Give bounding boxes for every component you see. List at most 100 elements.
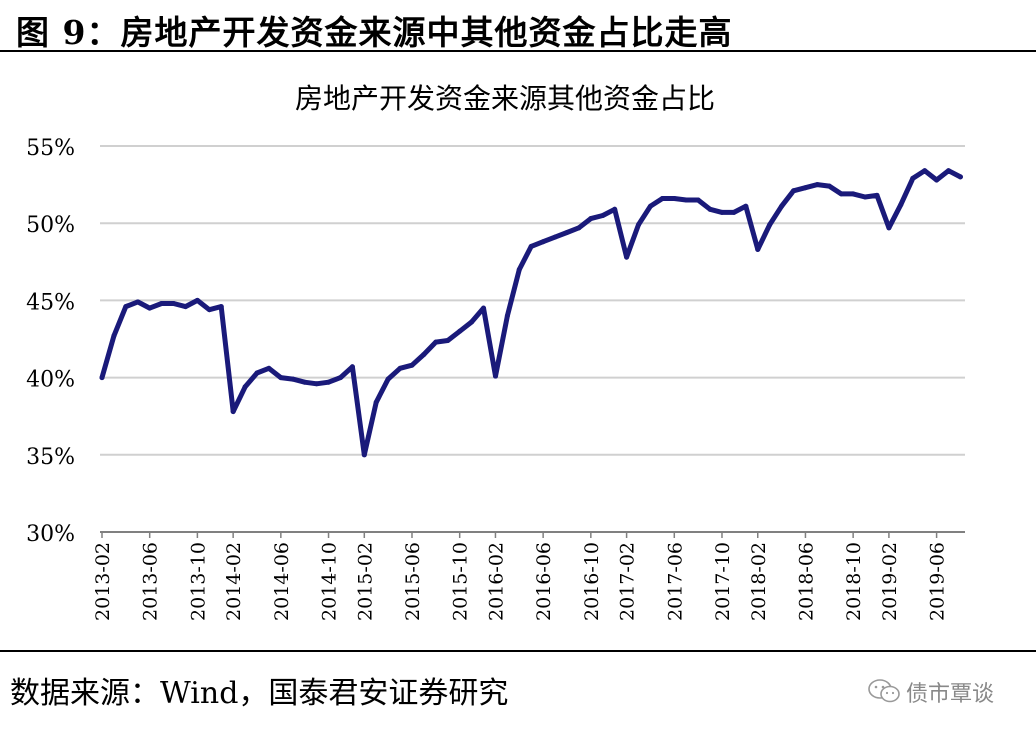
- data-point: [147, 305, 153, 311]
- data-point: [731, 209, 737, 215]
- data-point: [242, 384, 248, 390]
- data-point: [886, 225, 892, 231]
- data-point: [862, 194, 868, 200]
- y-tick-label: 45%: [26, 290, 75, 315]
- watermark: 债市覃谈: [866, 676, 1036, 707]
- y-tick-label: 55%: [26, 136, 75, 161]
- data-point: [898, 202, 904, 208]
- figure-title: 图 9：房地产开发资金来源中其他资金占比走高: [16, 13, 733, 52]
- x-tick-label: 2013-10: [187, 542, 209, 621]
- bottom-rule: [0, 650, 1036, 652]
- data-point: [409, 362, 415, 368]
- data-point: [791, 188, 797, 194]
- data-point: [540, 239, 546, 245]
- data-point: [874, 192, 880, 198]
- chart-title: 房地产开发资金来源其他资金占比: [295, 82, 715, 115]
- data-point: [290, 376, 296, 382]
- data-point: [421, 351, 427, 357]
- chart-container: 房地产开发资金来源其他资金占比 30% 35% 40% 45% 50% 55% 2013-…: [0, 56, 1036, 646]
- x-tick-label: 2016-10: [581, 542, 603, 621]
- data-point: [624, 254, 630, 260]
- x-tick-label: 2018-02: [748, 542, 770, 621]
- data-point: [850, 191, 856, 197]
- data-point: [349, 364, 355, 370]
- data-point: [922, 168, 928, 174]
- data-point: [457, 328, 463, 334]
- data-point: [612, 206, 618, 212]
- data-point: [743, 203, 749, 209]
- data-point: [99, 375, 105, 381]
- data-point: [171, 300, 177, 306]
- data-point: [123, 304, 129, 310]
- grid-lines: [100, 145, 965, 456]
- data-point: [636, 222, 642, 228]
- data-point: [516, 267, 522, 273]
- data-point: [373, 399, 379, 405]
- data-point: [504, 313, 510, 319]
- data-point: [206, 307, 212, 313]
- x-tick-label: 2016-06: [533, 542, 555, 621]
- data-point: [767, 222, 773, 228]
- data-point: [647, 203, 653, 209]
- x-axis-ticks: 2013-02 2013-06 2013-10 2014-02 2014-06 2014-…: [92, 532, 949, 621]
- data-point: [433, 339, 439, 345]
- data-point: [111, 333, 117, 339]
- data-point: [182, 304, 188, 310]
- data-point: [326, 379, 332, 385]
- data-point: [492, 373, 498, 379]
- data-point: [588, 216, 594, 222]
- line-chart: 房地产开发资金来源其他资金占比 30% 35% 40% 45% 50% 55% 2013-…: [26, 82, 965, 621]
- x-tick-label: 2017-10: [712, 542, 734, 621]
- wechat-icon: [868, 679, 900, 703]
- x-tick-label: 2019-02: [879, 542, 901, 621]
- x-tick-label: 2017-02: [617, 542, 639, 621]
- x-tick-label: 2018-10: [843, 542, 865, 621]
- data-point: [302, 379, 308, 385]
- x-tick-label: 2014-02: [223, 542, 245, 621]
- data-point: [194, 297, 200, 303]
- data-point: [802, 185, 808, 191]
- data-point: [779, 203, 785, 209]
- x-tick-label: 2019-06: [927, 542, 949, 621]
- data-point: [230, 409, 236, 415]
- data-point: [576, 225, 582, 231]
- data-point: [552, 234, 558, 240]
- data-point: [254, 370, 260, 376]
- data-point: [361, 452, 367, 458]
- data-point: [481, 305, 487, 311]
- x-tick-label: 2014-10: [319, 542, 341, 621]
- data-point: [957, 174, 963, 180]
- data-point: [671, 195, 677, 201]
- x-tick-label: 2013-06: [140, 542, 162, 621]
- x-tick-label: 2015-06: [402, 542, 424, 621]
- data-point: [266, 365, 272, 371]
- data-point: [707, 206, 713, 212]
- x-tick-label: 2017-06: [664, 542, 686, 621]
- data-point: [814, 182, 820, 188]
- y-axis-ticks: 30% 35% 40% 45% 50% 55%: [26, 136, 75, 547]
- x-tick-label: 2015-02: [354, 542, 376, 621]
- data-point: [445, 338, 451, 344]
- data-point: [337, 375, 343, 381]
- data-point: [469, 319, 475, 325]
- y-tick-label: 30%: [26, 522, 75, 547]
- data-point: [314, 381, 320, 387]
- series-group: [99, 168, 963, 458]
- data-point: [278, 375, 284, 381]
- data-point: [838, 191, 844, 197]
- data-point: [528, 243, 534, 249]
- y-tick-label: 50%: [26, 213, 75, 238]
- data-point: [755, 246, 761, 252]
- data-point: [135, 299, 141, 305]
- x-tick-label: 2014-06: [271, 542, 293, 621]
- source-note: 数据来源：Wind，国泰君安证券研究: [10, 676, 509, 711]
- x-tick-label: 2015-10: [450, 542, 472, 621]
- data-point: [946, 168, 952, 174]
- figure-header: 图 9：房地产开发资金来源中其他资金占比走高: [0, 0, 1036, 56]
- top-rule: [0, 50, 1036, 52]
- data-point: [397, 365, 403, 371]
- data-point: [910, 175, 916, 181]
- data-point: [218, 304, 224, 310]
- data-point: [719, 209, 725, 215]
- x-tick-label: 2016-02: [485, 542, 507, 621]
